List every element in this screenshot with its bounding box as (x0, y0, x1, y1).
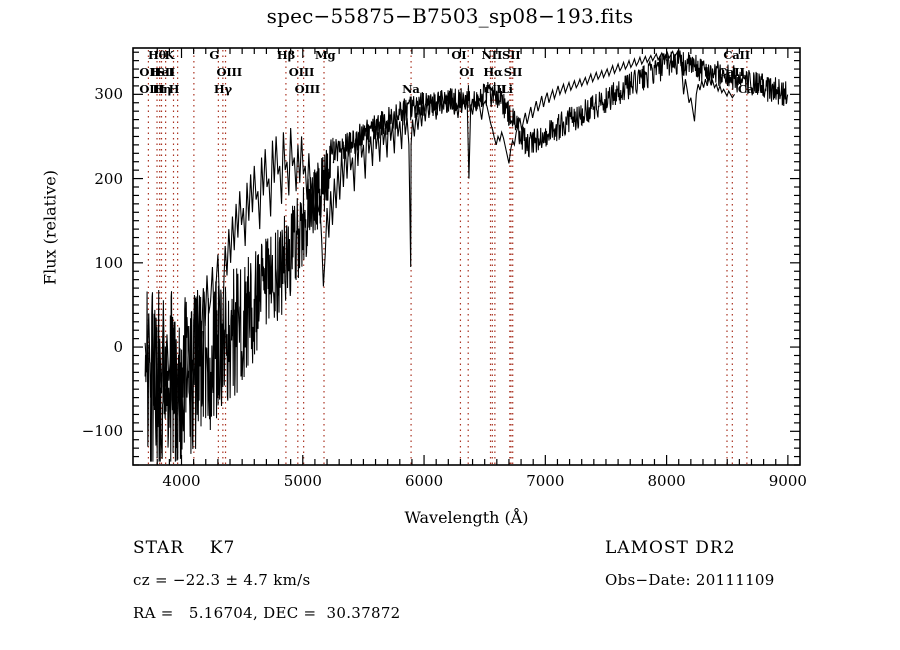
x-tick-label: 5000 (283, 472, 322, 490)
x-tick-label: 8000 (647, 472, 686, 490)
y-tick-label: 100 (94, 253, 123, 272)
spectral-line-label: G (209, 48, 219, 62)
spectral-line-label: OIII (216, 65, 243, 79)
spectral-line-label: K (164, 48, 175, 62)
spectral-line-label: OIII (294, 82, 321, 96)
spectral-line-label: NII (485, 82, 507, 96)
spectral-line-label: OIII (139, 82, 165, 96)
x-axis-label: Wavelength (Å) (404, 508, 529, 527)
spectral-line-label: NII (481, 48, 503, 62)
spectral-line-label: CaII (717, 65, 745, 79)
y-axis-label: Flux (relative) (40, 170, 60, 285)
spectral-line-label: CaII (723, 48, 750, 62)
spectral-line-label: Hη (152, 82, 172, 96)
spectral-line-label: Hβ (276, 48, 296, 62)
spectral-line-label: Mg (315, 48, 336, 62)
spectral-line-label: HeI (150, 65, 174, 79)
spectral-line-label: SII (156, 65, 176, 79)
spectral-line-label: Hα (483, 65, 503, 79)
y-tick-label: −100 (81, 422, 123, 441)
plot-frame (132, 47, 801, 466)
x-tick-label: 7000 (526, 472, 565, 490)
x-tick-label: 6000 (404, 472, 444, 490)
object-type-label: STAR K7 (133, 538, 236, 558)
spectral-line-label: SII (502, 48, 521, 62)
coordinates-label: RA = 5.16704, DEC = 30.37872 (133, 604, 401, 622)
spectral-line-label: OII (139, 65, 160, 79)
spectral-line-label: OI (451, 48, 467, 62)
y-tick-label: 0 (113, 338, 123, 357)
survey-label: LAMOST DR2 (605, 538, 736, 558)
spectral-line-label: H (168, 82, 180, 96)
spectral-line-label: CaII (737, 82, 765, 96)
x-tick-label: 4000 (162, 472, 201, 490)
spectral-line-label: OIII (288, 65, 315, 79)
spectral-line-label: SII (503, 65, 523, 79)
spectrum-trace (144, 49, 789, 462)
spectral-line-label: Hθ (148, 48, 167, 62)
page-title: spec−55875−B7503_sp08−193.fits (266, 4, 634, 28)
redshift-velocity-label: cz = −22.3 ± 4.7 km/s (133, 571, 311, 589)
spectral-line-label: Na (402, 82, 420, 96)
spectral-line-label: Li (500, 82, 513, 96)
obs-date-label: Obs−Date: 20111109 (605, 571, 775, 589)
y-tick-label: 200 (94, 169, 123, 188)
x-tick-label: 9000 (768, 472, 807, 490)
y-tick-label: 300 (94, 85, 123, 104)
spectral-line-label: OI (459, 65, 475, 79)
spectral-line-label: Hγ (213, 82, 232, 96)
